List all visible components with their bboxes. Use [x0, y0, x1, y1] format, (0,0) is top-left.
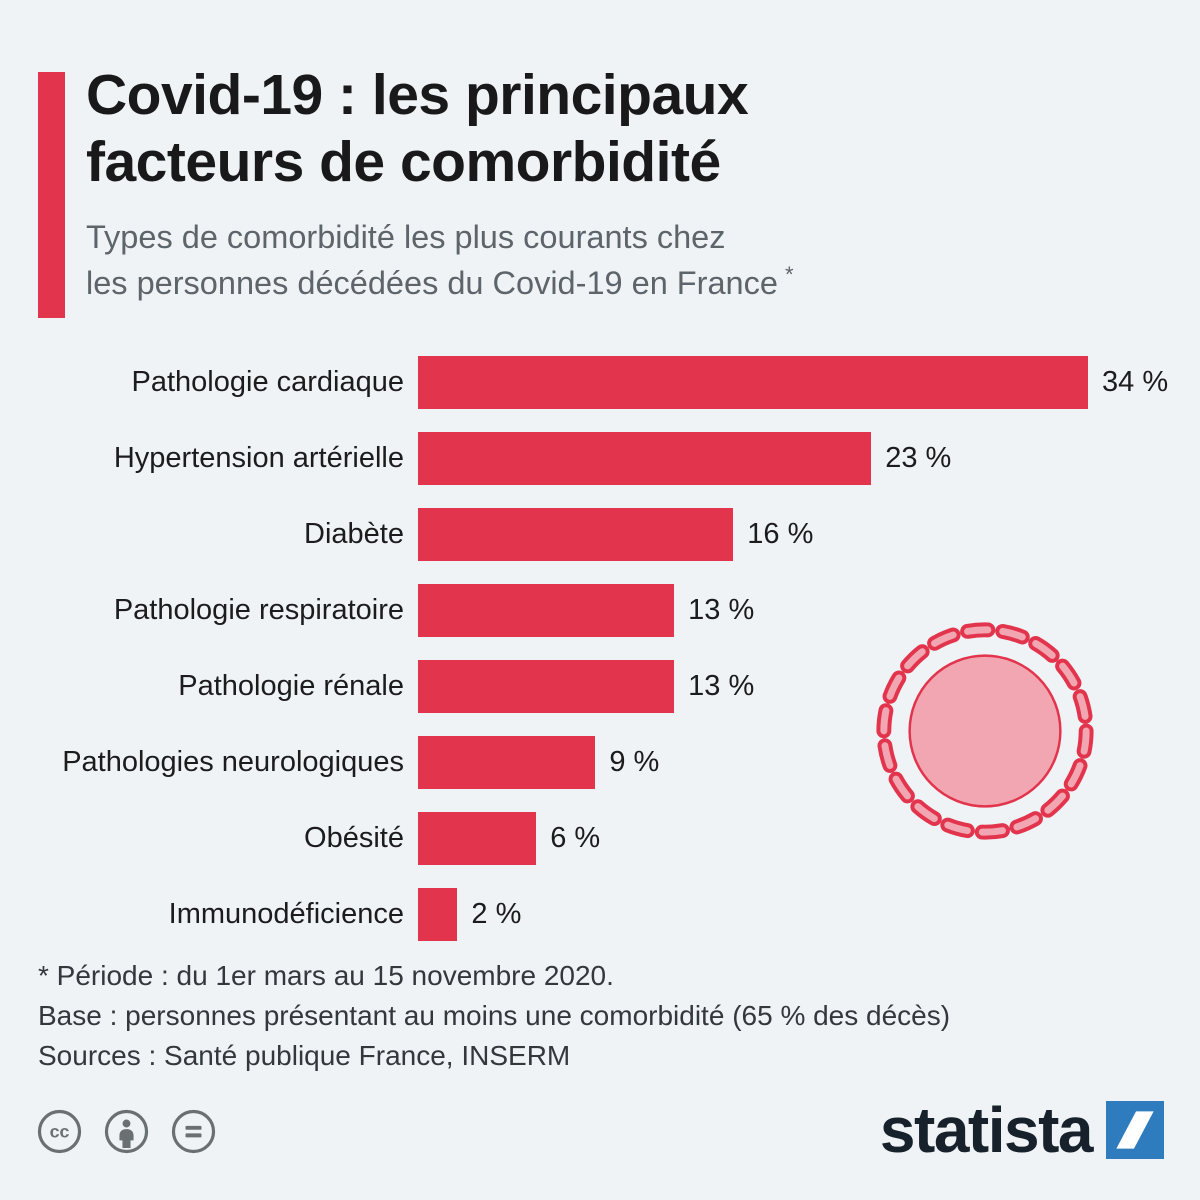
statista-logo-mark [1106, 1101, 1164, 1159]
footnotes: * Période : du 1er mars au 15 novembre 2… [38, 956, 950, 1075]
chart-title: Covid-19 : les principaux facteurs de com… [86, 62, 1136, 195]
value-label: 9 % [609, 746, 660, 778]
bar [418, 584, 675, 637]
value-label: 23 % [885, 442, 952, 474]
bar [418, 660, 675, 713]
bar-row: Obésité 6 % [24, 812, 1174, 865]
svg-text:cc: cc [50, 1122, 70, 1142]
value-label: 13 % [688, 670, 755, 702]
bar [418, 508, 734, 561]
title-line-1: Covid-19 : les principaux [86, 63, 749, 127]
category-label: Diabète [304, 518, 404, 550]
bar-chart: Pathologie cardiaque 34 % Hypertension art… [24, 356, 1174, 964]
category-label: Hypertension artérielle [113, 442, 404, 474]
category-label: Pathologies neurologiques [62, 746, 404, 778]
bar [418, 736, 596, 789]
title-accent-bar [38, 72, 65, 318]
bar [418, 432, 872, 485]
footnote-sources: Sources : Santé publique France, INSERM [38, 1039, 571, 1071]
no-derivatives-icon [171, 1109, 216, 1154]
bar [418, 356, 1088, 409]
bar-row: Pathologie cardiaque 34 % [24, 356, 1174, 409]
footnote-period: * Période : du 1er mars au 15 novembre 2… [38, 960, 614, 991]
bar [418, 888, 458, 941]
attribution-icon [104, 1109, 149, 1154]
coronavirus-icon [876, 622, 1094, 840]
bar-row: Pathologie respiratoire 13 % [24, 584, 1174, 637]
value-label: 6 % [550, 822, 601, 854]
value-label: 16 % [747, 518, 814, 550]
footnote-base: Base : personnes présentant au moins une… [38, 999, 951, 1031]
subtitle-line-1: Types de comorbidité les plus courants c… [86, 219, 726, 256]
footnote-marker: * [784, 262, 794, 288]
bar-row: Hypertension artérielle 23 % [24, 432, 1174, 485]
creative-commons-icon: cc [37, 1109, 82, 1154]
category-label: Pathologie cardiaque [131, 366, 404, 398]
statista-logo: statista [880, 1098, 1164, 1162]
statista-wordmark: statista [879, 1094, 1094, 1166]
license-icons: cc [36, 1108, 217, 1155]
header: Covid-19 : les principaux facteurs de com… [86, 62, 1136, 306]
category-label: Pathologie respiratoire [113, 594, 404, 626]
chart-subtitle: Types de comorbidité les plus courants c… [86, 215, 1136, 306]
subtitle-line-2: les personnes décédées du Covid-19 en Fr… [86, 265, 778, 302]
category-label: Immunodéficience [168, 898, 404, 930]
bar-chart-rows: Pathologie cardiaque 34 % Hypertension art… [24, 356, 1174, 941]
bar-row: Pathologie rénale 13 % [24, 660, 1174, 713]
value-label: 13 % [688, 594, 755, 626]
bar-row: Diabète 16 % [24, 508, 1174, 561]
category-label: Pathologie rénale [178, 670, 404, 702]
value-label: 2 % [471, 898, 522, 930]
bar-row: Immunodéficience 2 % [24, 888, 1174, 941]
value-label: 34 % [1102, 366, 1169, 398]
title-line-2: facteurs de comorbidité [86, 129, 721, 194]
category-label: Obésité [304, 822, 404, 854]
bar [418, 812, 537, 865]
bar-row: Pathologies neurologiques 9 % [24, 736, 1174, 789]
